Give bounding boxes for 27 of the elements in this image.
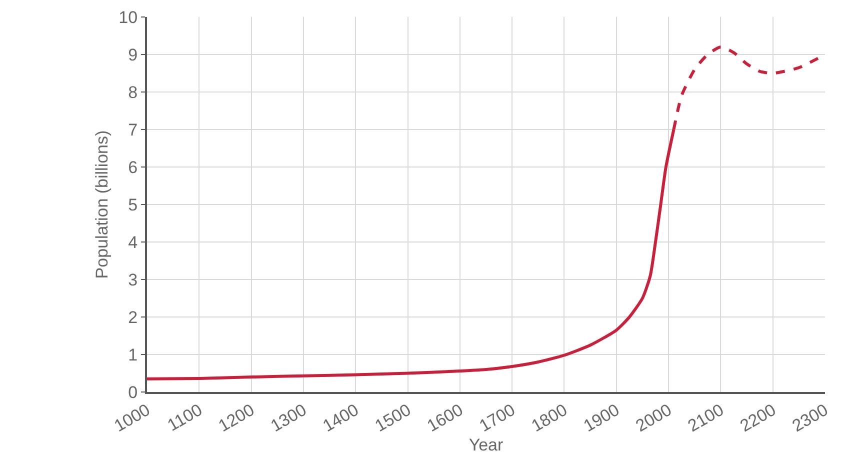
x-tick-label: 1000	[110, 400, 154, 436]
y-tick-label: 10	[118, 8, 138, 27]
y-tick-label: 0	[128, 382, 138, 402]
y-tick-label: 9	[128, 45, 138, 64]
x-tick-label: 2000	[632, 400, 675, 436]
x-tick-label: 1700	[476, 400, 518, 436]
x-tick-label: 1800	[528, 400, 570, 436]
y-tick-label: 3	[128, 270, 138, 290]
x-tick-label: 1200	[215, 400, 258, 436]
y-tick-label: 6	[128, 158, 138, 177]
x-tick-label: 2200	[736, 400, 780, 436]
x-axis-title: Year	[468, 436, 504, 455]
y-tick-label: 4	[128, 232, 138, 252]
y-tick-label: 2	[128, 308, 138, 327]
y-tick-label: 5	[128, 195, 138, 214]
y-tick-label: 1	[128, 345, 138, 364]
y-tick-label: 8	[128, 82, 138, 102]
y-axis-title: Population (billions)	[92, 130, 112, 279]
x-tick-label: 2100	[684, 400, 727, 436]
x-tick-label: 1300	[267, 400, 310, 436]
x-tick-label: 1900	[580, 400, 623, 436]
x-tick-label: 1400	[320, 400, 362, 436]
x-tick-label: 1500	[372, 400, 414, 436]
x-tick-label: 1600	[424, 400, 466, 436]
x-tick-label: 1100	[164, 400, 206, 436]
y-tick-label: 7	[128, 120, 138, 140]
x-tick-label: 2300	[788, 400, 832, 436]
